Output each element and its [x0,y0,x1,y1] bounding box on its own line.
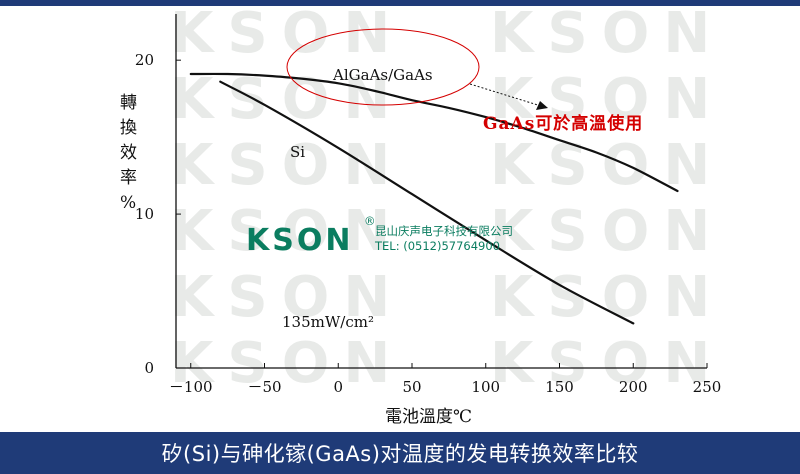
watermark-text: KSON [490,67,724,132]
x-tick-label: －100 [169,378,213,396]
watermark-text: KSON [170,133,404,198]
annotation-arrow [469,83,542,107]
caption-text: 矽(Si)与砷化镓(GaAs)对温度的发电转换效率比较 [161,442,639,466]
x-tick-label: 0 [333,378,343,396]
series-line-si [219,80,635,325]
watermark-text: KSON [170,331,404,396]
watermark-text: KSON [490,133,724,198]
watermark-text: KSON [490,331,724,396]
chart-ticks: －100 －50 0 50 100 150 200 250 0 10 20 [135,51,721,396]
logo-text: KSON [246,223,353,258]
annotation-irradiance: 135mW/cm² [282,313,374,331]
y-tick-label: 0 [144,359,154,377]
watermark-text: KSON [170,199,404,264]
annotation-gaas-high-temp: GaAs可於高溫使用 [483,113,643,134]
registered-mark: ® [364,214,376,228]
x-tick-label: －50 [247,378,281,396]
company-tel: TEL: (0512)57764900 [374,239,500,253]
x-axis-label: 電池溫度℃ [385,407,472,427]
x-tick-label: 50 [402,378,421,396]
watermark-text: KSON [490,265,724,330]
caption-bar: 矽(Si)与砷化镓(GaAs)对温度的发电转换效率比较 [0,432,800,474]
chart-series [189,72,679,325]
y-tick-label: 10 [135,205,154,223]
arrow-head-icon [536,101,548,110]
series-line-algaas-gaas [189,72,679,193]
watermark-text: KSON [490,199,724,264]
x-tick-label: 250 [693,378,722,396]
watermark-text: KSON [170,1,404,66]
top-bar [0,0,800,6]
figure-frame [0,6,800,432]
company-name: 昆山庆声电子科技有限公司 [375,224,513,238]
watermark-text: KSON [170,67,404,132]
x-tick-label: 150 [545,378,574,396]
y-tick-label: 20 [135,51,154,69]
annotation-si: Si [290,143,305,161]
watermark-text: KSON [170,265,404,330]
annotation-algaas: AlGaAs/GaAs [332,66,433,84]
x-tick-label: 200 [619,378,648,396]
kson-logo: KSON ® 昆山庆声电子科技有限公司 TEL: (0512)57764900 [246,214,513,258]
x-tick-label: 100 [471,378,500,396]
y-axis-label: 轉換效率% [120,93,137,213]
watermark-text: KSON [490,1,724,66]
highlight-ellipse [286,28,480,106]
